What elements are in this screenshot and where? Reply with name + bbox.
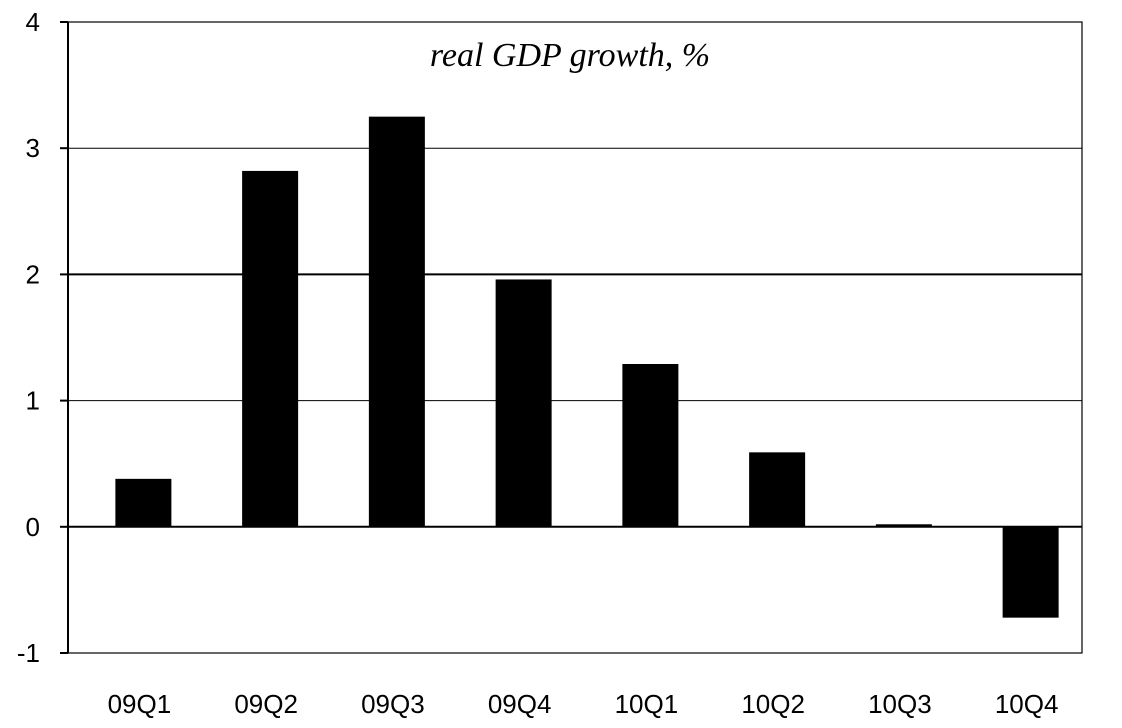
bar-10q4 [1002, 526, 1059, 618]
y-tick-label: 2 [26, 259, 40, 289]
y-tick-label: 4 [26, 7, 40, 37]
axes [60, 21, 1083, 654]
bar-09q2 [242, 170, 299, 527]
x-tick-label: 10Q1 [615, 689, 679, 719]
x-tick-label: 09Q1 [108, 689, 172, 719]
bar-09q3 [368, 116, 425, 527]
x-tick-label: 10Q3 [868, 689, 932, 719]
chart-title: real GDP growth, % [430, 37, 710, 74]
x-tick-labels: 09Q1 09Q2 09Q3 09Q4 10Q1 10Q2 10Q3 10Q4 [108, 689, 1059, 719]
bar-10q2 [749, 452, 806, 527]
y-tick-labels: -1 0 1 2 3 4 [17, 7, 40, 668]
y-tick-label: -1 [17, 638, 40, 668]
bar-09q1 [115, 478, 172, 527]
bar-10q1 [622, 364, 679, 527]
x-tick-label: 09Q3 [361, 689, 425, 719]
y-tick-label: 0 [26, 512, 40, 542]
x-tick-label: 09Q4 [488, 689, 552, 719]
x-tick-label: 10Q4 [995, 689, 1059, 719]
y-tick-label: 3 [26, 133, 40, 163]
x-tick-label: 10Q2 [741, 689, 805, 719]
bars [115, 116, 1059, 618]
y-tick-label: 1 [26, 386, 40, 416]
bar-10q3 [875, 524, 932, 527]
bar-09q4 [495, 279, 552, 527]
x-tick-label: 09Q2 [234, 689, 298, 719]
